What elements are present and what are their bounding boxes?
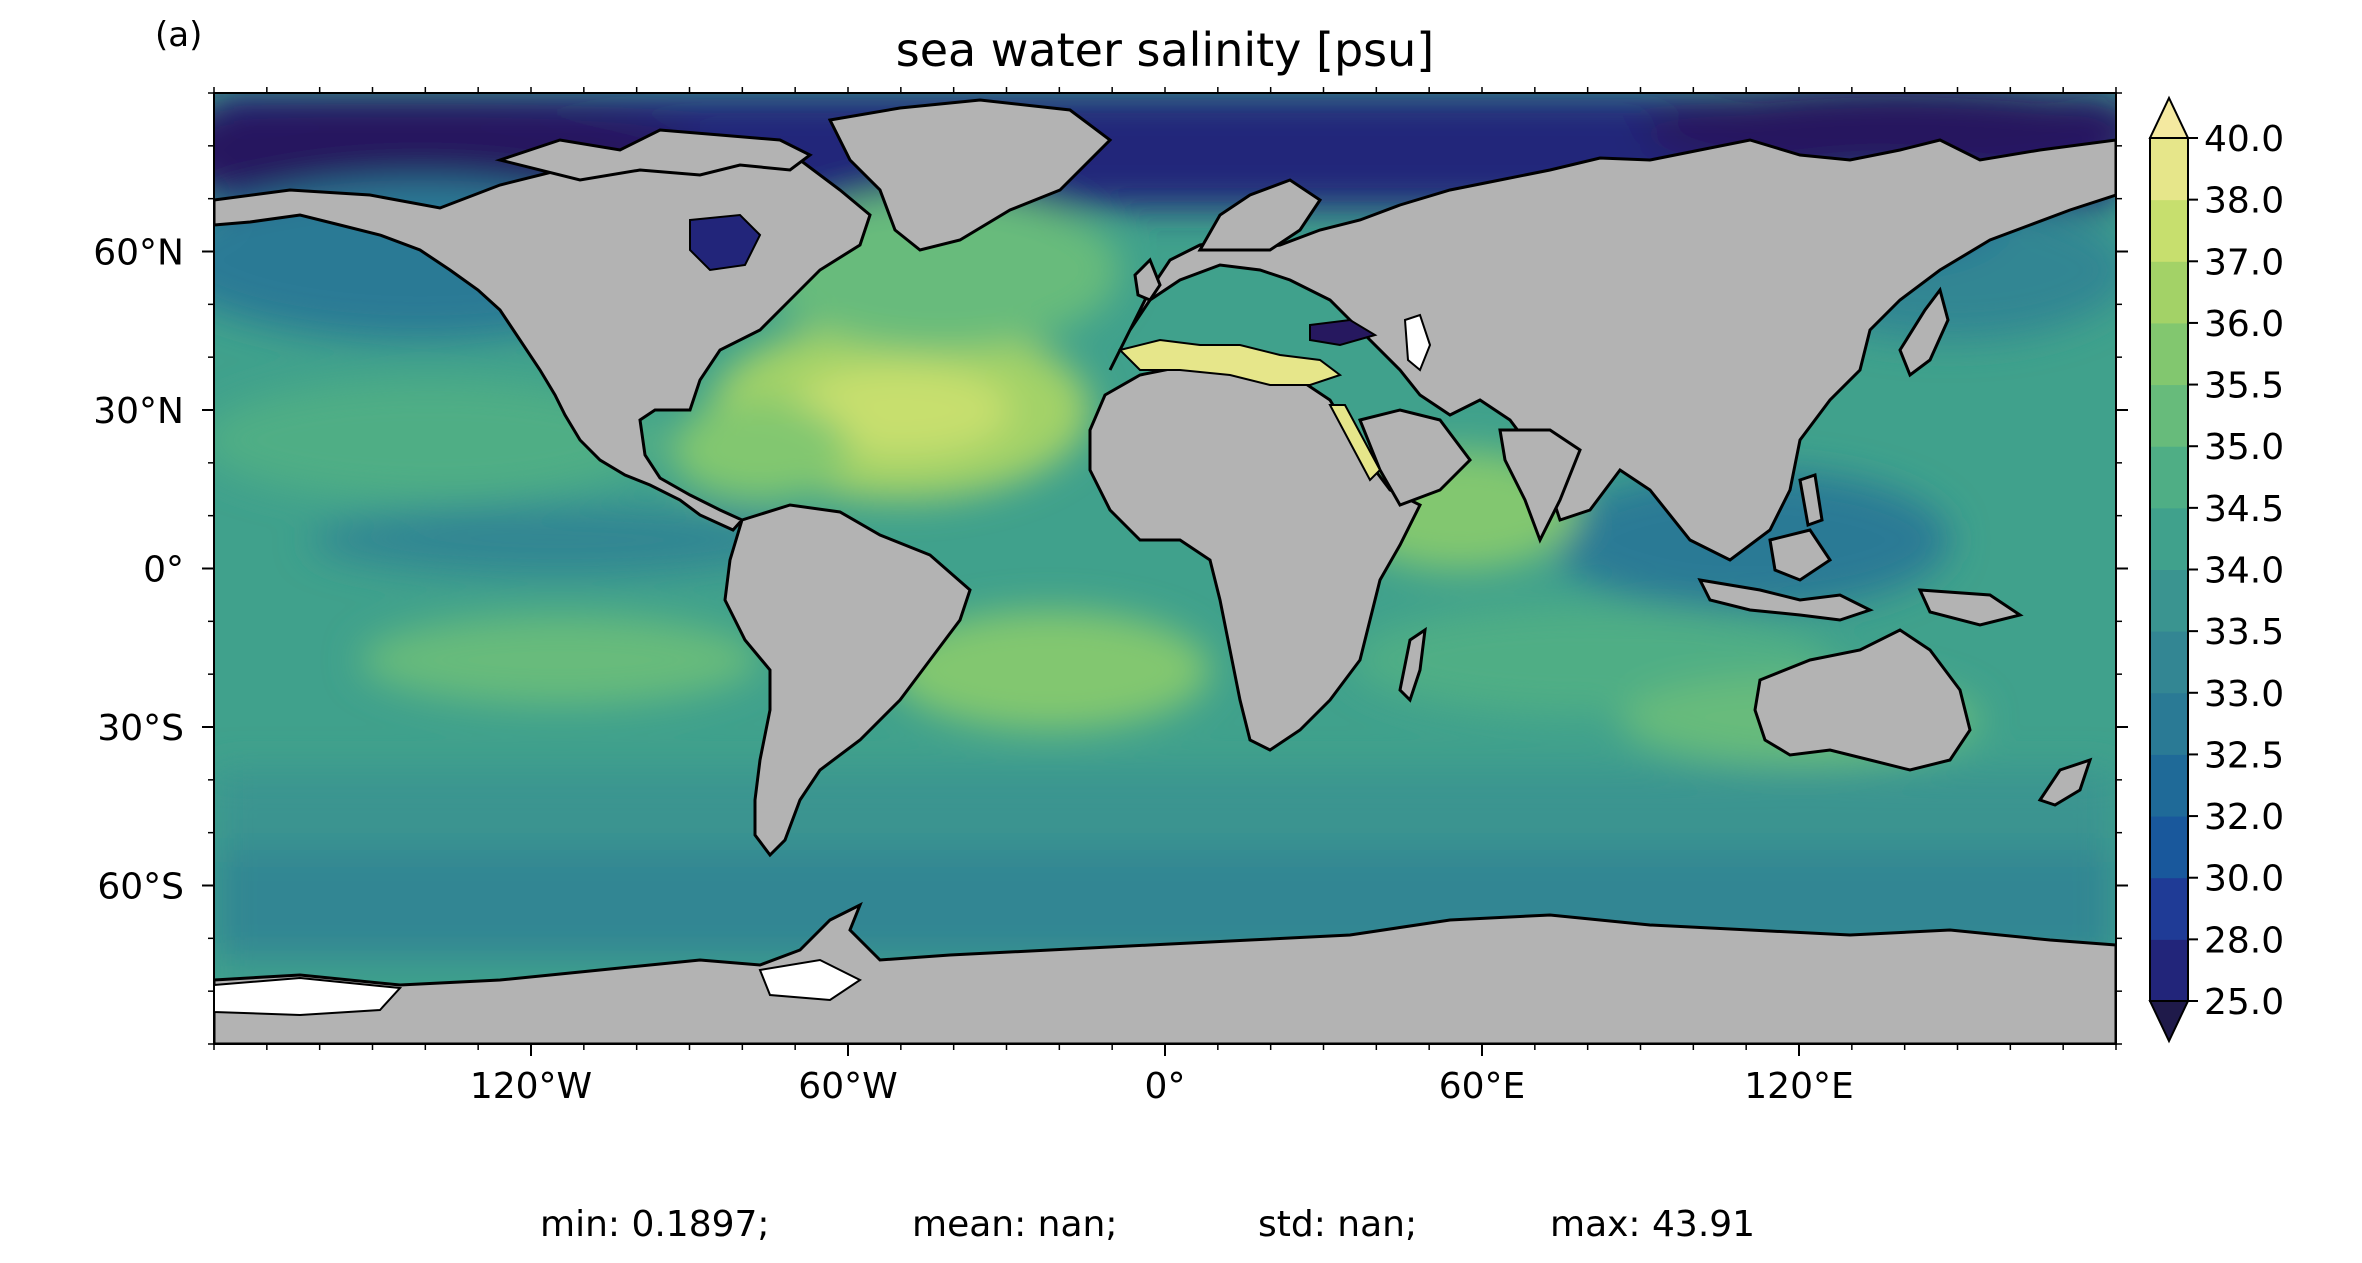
land-new-guinea xyxy=(1917,588,2024,627)
stat-mean: mean: nan; xyxy=(912,1204,1118,1245)
colorbar: 25.0 28.0 30.0 32.0 32.5 33.0 33.5 34.0 34.5 35.0… xyxy=(2148,95,2284,1044)
ice-shelf-ross xyxy=(214,976,403,1017)
x-tick-label: 120°E xyxy=(1744,1066,1853,1107)
colorbar-bin xyxy=(2150,692,2188,755)
stat-max: max: 43.91 xyxy=(1550,1204,1755,1245)
colorbar-bin xyxy=(2150,507,2188,570)
colorbar-tick-label: 33.0 xyxy=(2204,674,2284,715)
caspian-sea xyxy=(1403,313,1432,372)
red-sea xyxy=(1328,404,1382,482)
land-antarctica xyxy=(214,901,2116,1044)
land-scandinavia xyxy=(1197,178,1323,252)
colorbar-extend-min xyxy=(2148,1000,2190,1044)
n-pacific-gyre xyxy=(214,380,660,500)
land-africa xyxy=(1088,363,1423,752)
colorbar-tick-label: 34.0 xyxy=(2204,551,2284,592)
land-japan xyxy=(1898,286,1950,378)
colorbar-tick-label: 32.5 xyxy=(2204,735,2284,776)
x-tick-label: 0° xyxy=(1145,1066,1186,1107)
land-borneo xyxy=(1768,528,1833,582)
colorbar-tick-label: 33.5 xyxy=(2204,612,2284,653)
colorbar-tick-label: 37.0 xyxy=(2204,242,2284,283)
panel-label: (a) xyxy=(155,15,202,55)
land-indonesia xyxy=(1697,578,1874,622)
mediterranean-sea xyxy=(1118,338,1343,386)
southern-ocean-band xyxy=(214,770,2116,860)
colorbar-tick-label: 40.0 xyxy=(2204,119,2284,160)
colorbar-tick-label: 28.0 xyxy=(2204,920,2284,961)
x-tick-label: 60°W xyxy=(798,1066,897,1107)
x-tick-label: 60°E xyxy=(1439,1066,1526,1107)
colorbar-tick-label: 35.5 xyxy=(2204,366,2284,407)
colorbar-bin xyxy=(2150,384,2188,447)
land-arabia xyxy=(1357,408,1472,507)
colorbar-bin xyxy=(2150,322,2188,386)
stat-std: std: nan; xyxy=(1258,1204,1417,1245)
black-sea xyxy=(1309,318,1378,347)
salinity-map xyxy=(214,93,2116,1044)
land-madagascar xyxy=(1398,626,1427,703)
colorbar-bin xyxy=(2150,569,2188,632)
colorbar-extend-max xyxy=(2148,95,2190,139)
y-tick-label: 60°N xyxy=(93,233,184,274)
colorbar-tick-label: 34.5 xyxy=(2204,489,2284,530)
y-tick-label: 60°S xyxy=(97,867,184,908)
land-british-isles xyxy=(1133,257,1162,302)
land-india xyxy=(1498,428,1582,544)
colorbar-tick-label: 25.0 xyxy=(2204,982,2284,1023)
colorbar-bin xyxy=(2150,199,2188,262)
colorbar-bin xyxy=(2150,939,2188,1002)
colorbar-tick-label: 30.0 xyxy=(2204,859,2284,900)
colorbar-tick-label: 36.0 xyxy=(2204,304,2284,345)
colorbar-bin xyxy=(2150,631,2188,694)
land-australia xyxy=(1753,628,1972,772)
land-greenland xyxy=(827,98,1113,252)
colorbar-bin xyxy=(2150,261,2188,324)
eq-pacific-low xyxy=(310,505,810,575)
land-philippines xyxy=(1798,473,1824,528)
land-arctic-islands xyxy=(494,128,813,182)
y-axis: 60°N 30°N 0° 30°S 60°S xyxy=(93,92,2128,1045)
y-tick-label: 30°S xyxy=(97,708,184,749)
colorbar-bin xyxy=(2150,138,2188,201)
s-atlantic-gyre xyxy=(890,610,1210,730)
ice-shelf-weddell xyxy=(758,958,862,1002)
colorbar-bin xyxy=(2150,446,2188,509)
colorbar-tick-label: 32.0 xyxy=(2204,797,2284,838)
y-tick-label: 30°N xyxy=(93,391,184,432)
colorbar-bin xyxy=(2150,816,2188,879)
colorbar-bin xyxy=(2150,754,2188,817)
stat-min: min: 0.1897; xyxy=(540,1204,770,1245)
colorbar-bin xyxy=(2150,877,2188,940)
colorbar-tick-label: 35.0 xyxy=(2204,427,2284,468)
x-axis: 120°W 60°W 0° 60°E 120°E xyxy=(213,87,2117,1107)
y-tick-label: 0° xyxy=(143,550,184,591)
map-title: sea water salinity [psu] xyxy=(896,23,1435,77)
s-pacific-gyre xyxy=(360,615,760,705)
land-new-zealand xyxy=(2037,757,2093,807)
caribbean xyxy=(670,400,850,500)
n-atlantic-core xyxy=(790,365,1010,455)
land-south-america xyxy=(723,503,972,858)
x-tick-label: 120°W xyxy=(470,1066,592,1107)
land-eurasia xyxy=(1108,138,2116,562)
hudson-bay xyxy=(689,213,762,272)
colorbar-tick-label: 38.0 xyxy=(2204,181,2284,222)
